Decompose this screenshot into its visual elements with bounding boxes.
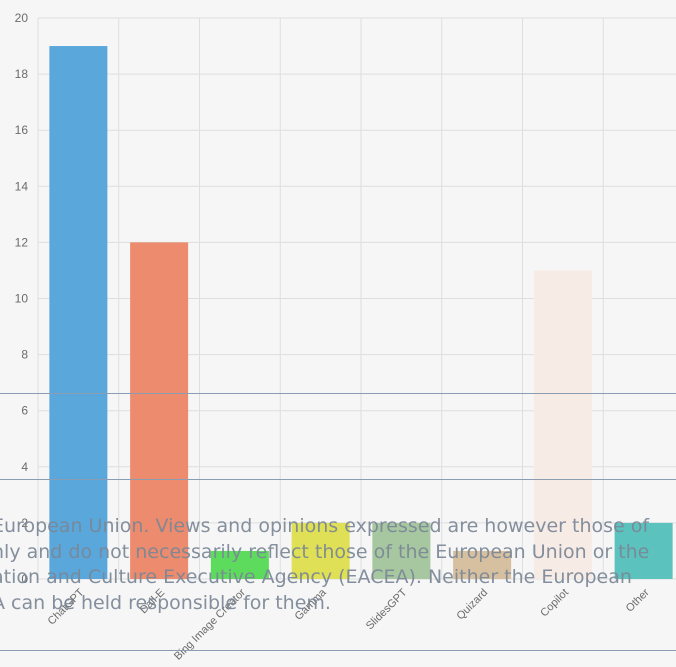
- bars: [49, 46, 673, 580]
- bar: [130, 242, 189, 579]
- y-axis-ticks: 0 2 4 6 8 10 12 14 16 18 20: [15, 11, 29, 586]
- bar: [533, 270, 592, 579]
- bar: [453, 550, 512, 579]
- overlay-divider-top: [0, 393, 676, 394]
- y-tick-label: 12: [15, 235, 29, 249]
- bar: [291, 522, 350, 579]
- bar: [49, 46, 108, 580]
- y-tick-label: 6: [21, 404, 28, 418]
- overlay-divider-bottom: [0, 650, 676, 651]
- y-tick-label: 20: [15, 11, 29, 25]
- y-tick-label: 14: [15, 179, 29, 193]
- y-tick-label: 4: [21, 460, 28, 474]
- disclaimer-line: ation and Culture Executive Agency (EACE…: [0, 566, 632, 588]
- y-tick-label: 8: [21, 348, 28, 362]
- y-tick-label: 0: [21, 572, 28, 586]
- disclaimer-line: European Union. Views and opinions expre…: [0, 515, 650, 537]
- disclaimer-line: nly and do not necessarily reflect those…: [0, 540, 650, 563]
- eu-disclaimer-text: European Union. Views and opinions expre…: [0, 514, 676, 616]
- y-tick-label: 10: [15, 292, 29, 306]
- disclaimer-line: A can be held responsible for them.: [0, 591, 331, 614]
- bar: [614, 522, 673, 579]
- y-tick-label: 2: [21, 516, 28, 530]
- y-tick-label: 18: [15, 67, 29, 81]
- y-tick-label: 16: [15, 123, 29, 137]
- overlay-divider-middle: [0, 479, 676, 480]
- bar: [210, 550, 269, 579]
- bar: [372, 522, 431, 579]
